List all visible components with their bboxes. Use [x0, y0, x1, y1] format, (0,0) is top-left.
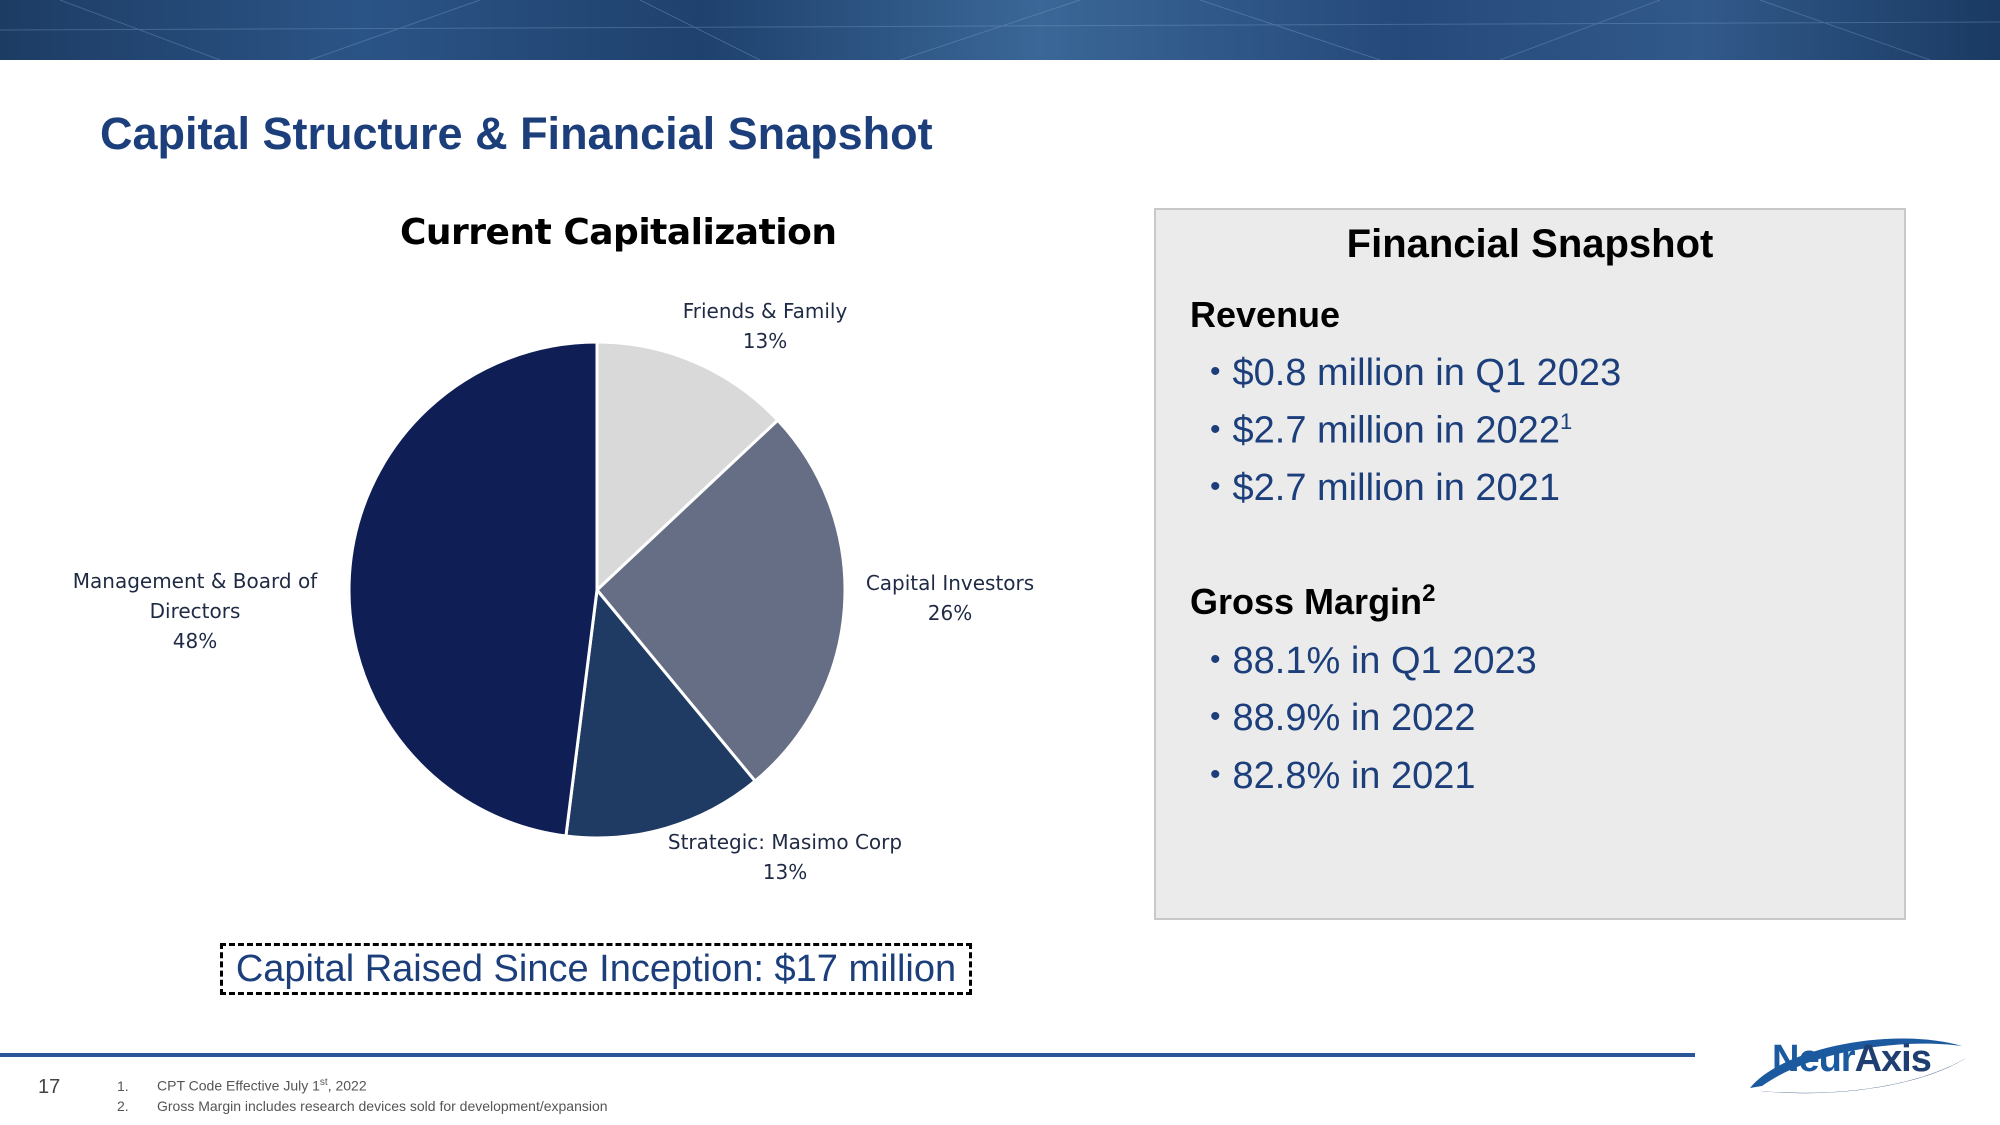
- footnote: 2. Gross Margin includes research devices…: [117, 1096, 608, 1116]
- margin-item-text: 88.9% in 2022: [1232, 697, 1476, 739]
- footnote-text: CPT Code Effective July 1: [157, 1077, 320, 1094]
- footnote: 1. CPT Code Effective July 1st, 2022: [117, 1073, 608, 1096]
- logo-text-part: Axis: [1854, 1038, 1932, 1080]
- revenue-item: • $2.7 million in 2021: [1210, 467, 1560, 510]
- footnotes: 1. CPT Code Effective July 1st, 2022 2. Gr…: [117, 1073, 608, 1116]
- bullet-icon: •: [1210, 700, 1221, 733]
- capital-raised-callout: Capital Raised Since Inception: $17 mill…: [220, 943, 972, 995]
- footer-divider: [0, 1053, 1695, 1057]
- margin-item: • 88.1% in Q1 2023: [1210, 640, 1537, 683]
- slice-label-name: Strategic: Masimo Corp: [667, 830, 903, 854]
- revenue-item-text: $2.7 million in 2022: [1232, 409, 1560, 452]
- slice-label-value: 13%: [762, 860, 808, 884]
- capitalization-pie-chart: [347, 340, 847, 840]
- margin-item: • 82.8% in 2021: [1210, 755, 1476, 798]
- gross-margin-heading-text: Gross Margin: [1190, 581, 1423, 622]
- bullet-icon: •: [1210, 355, 1221, 388]
- footnote-sup: st: [319, 1077, 328, 1088]
- slice-label-management: Management & Board of Directors 48%: [60, 566, 330, 656]
- slice-label-name: Friends & Family: [682, 299, 848, 323]
- panel-title: Financial Snapshot: [1346, 222, 1714, 266]
- bullet-icon: •: [1210, 643, 1221, 676]
- footnote-number: 1.: [117, 1077, 129, 1094]
- revenue-heading: Revenue: [1190, 294, 1341, 335]
- banner-texture: [0, 0, 2000, 60]
- neuraxis-logo: NeurAxis: [1742, 1028, 1968, 1098]
- bullet-icon: •: [1210, 412, 1221, 446]
- margin-item: • 88.9% in 2022: [1210, 697, 1476, 740]
- gross-margin-heading: Gross Margin2: [1190, 580, 1435, 623]
- page-title: Capital Structure & Financial Snapshot: [100, 108, 933, 159]
- pie-slice-management-board-of-directors: [347, 340, 599, 838]
- slice-label-value: 26%: [927, 601, 973, 625]
- footnote-text: Gross Margin includes research devices s…: [157, 1097, 608, 1114]
- margin-item-text: 88.1% in Q1 2023: [1232, 640, 1537, 682]
- revenue-item-text: $0.8 million in Q1 2023: [1232, 352, 1622, 394]
- slice-label-friends-family: Friends & Family 13%: [655, 296, 875, 356]
- slice-label-name: Capital Investors: [865, 571, 1035, 595]
- footnote-number: 2.: [117, 1097, 129, 1114]
- logo-text-part: Neur: [1772, 1038, 1856, 1080]
- slice-label-name: Management & Board of Directors: [72, 569, 318, 623]
- revenue-item: • $2.7 million in 20221: [1210, 409, 1572, 453]
- revenue-item: • $0.8 million in Q1 2023: [1210, 352, 1621, 395]
- page-number: 17: [38, 1076, 61, 1098]
- footnote-ref: 1: [1559, 409, 1573, 434]
- financial-snapshot-panel: Financial Snapshot Revenue • $0.8 million…: [1154, 208, 1906, 920]
- footnote-text-end: , 2022: [327, 1077, 367, 1094]
- bullet-icon: •: [1210, 758, 1221, 791]
- margin-item-text: 82.8% in 2021: [1232, 755, 1476, 797]
- logo-text: NeurAxis: [1772, 1038, 1932, 1081]
- slice-label-value: 13%: [742, 329, 788, 353]
- chart-title: Current Capitalization: [400, 212, 837, 253]
- slice-label-masimo: Strategic: Masimo Corp 13%: [650, 827, 920, 887]
- footnote-ref: 2: [1422, 580, 1436, 607]
- revenue-item-text: $2.7 million in 2021: [1232, 467, 1560, 509]
- slice-label-value: 48%: [172, 629, 218, 653]
- pie-slice-friends-family: [595, 340, 780, 594]
- bullet-icon: •: [1210, 470, 1221, 503]
- header-banner: [0, 0, 2000, 60]
- pie-slice-capital-investors: [594, 418, 847, 784]
- slice-label-capital-investors: Capital Investors 26%: [840, 568, 1060, 628]
- logo-swoosh-icon: [1750, 1038, 1966, 1094]
- pie-slice-strategic-masimo-corp: [564, 586, 758, 840]
